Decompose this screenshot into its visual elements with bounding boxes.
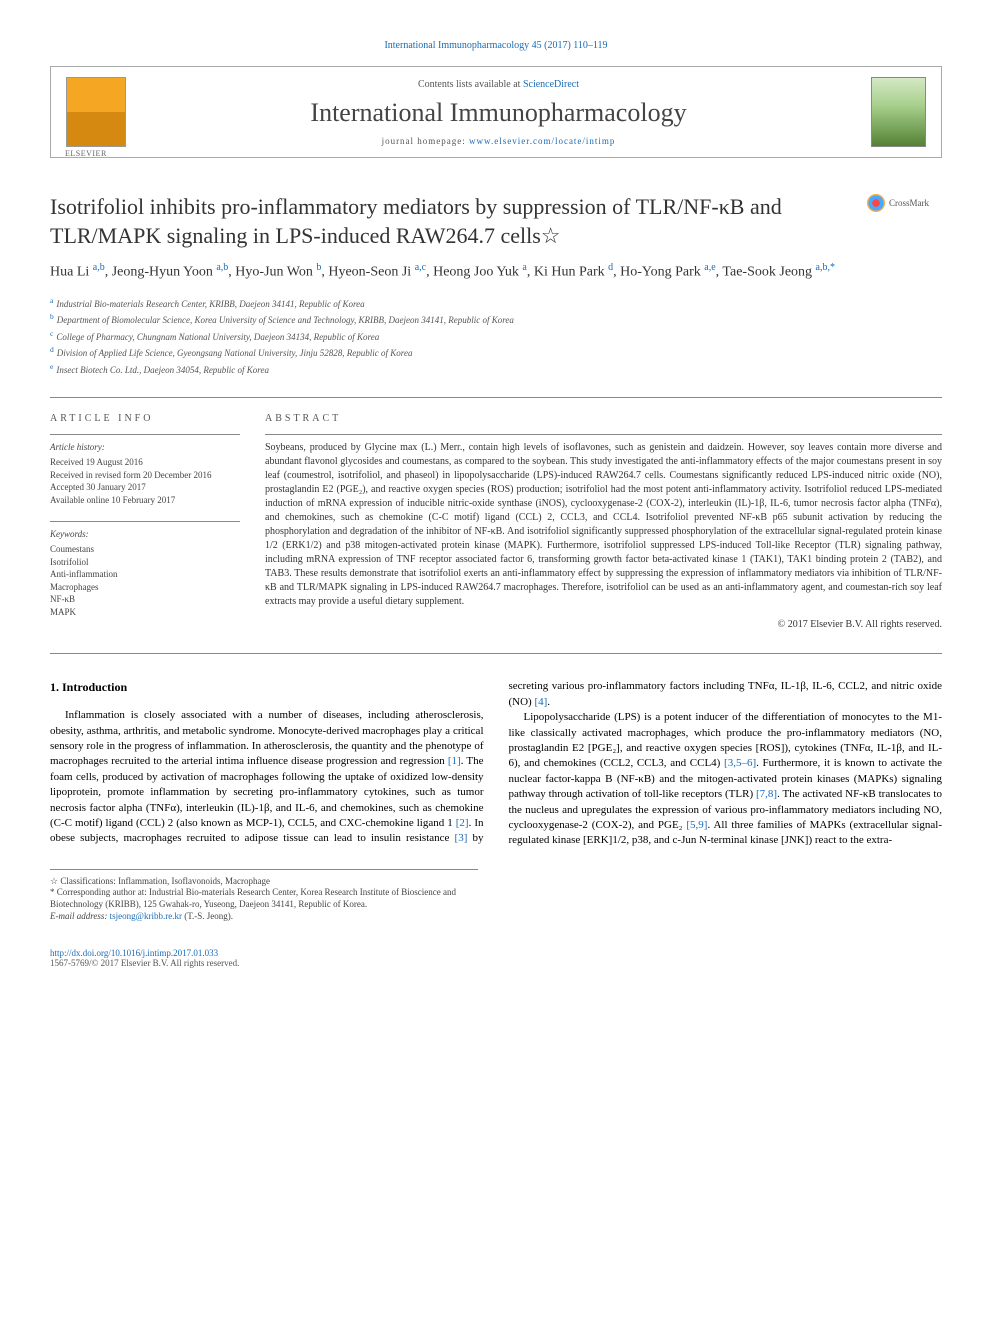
ref-link[interactable]: [1] (448, 755, 461, 767)
homepage-prefix: journal homepage: (382, 136, 469, 146)
keywords-block: Keywords: CoumestansIsotrifoliolAnti-inf… (50, 528, 240, 618)
journal-name: International Immunopharmacology (126, 98, 871, 128)
received-date: Received 19 August 2016 (50, 456, 240, 469)
accepted-date: Accepted 30 January 2017 (50, 481, 240, 494)
corresponding-author: * Corresponding author at: Industrial Bi… (50, 887, 478, 910)
abstract-label: ABSTRACT (265, 413, 942, 424)
footnotes: ☆ Classifications: Inflammation, Isoflav… (50, 869, 478, 923)
article-info-label: ARTICLE INFO (50, 413, 240, 424)
keyword: MAPK (50, 606, 240, 619)
article-history: Article history: Received 19 August 2016… (50, 441, 240, 506)
divider (50, 397, 942, 398)
keyword: Macrophages (50, 581, 240, 594)
keywords-label: Keywords: (50, 528, 240, 541)
abstract-text: Soybeans, produced by Glycine max (L.) M… (265, 441, 942, 609)
history-label: Article history: (50, 441, 240, 454)
ref-link[interactable]: [3,5–6] (724, 757, 756, 769)
contents-prefix: Contents lists available at (418, 79, 523, 90)
authors-list: Hua Li a,b, Jeong-Hyun Yoon a,b, Hyo-Jun… (50, 260, 942, 283)
ref-link[interactable]: [3] (455, 832, 468, 844)
keyword: Coumestans (50, 543, 240, 556)
crossmark-label: CrossMark (889, 198, 929, 208)
journal-citation[interactable]: International Immunopharmacology 45 (201… (50, 40, 942, 51)
body-text: 1. Introduction Inflammation is closely … (50, 679, 942, 848)
crossmark-icon (867, 194, 885, 212)
homepage-line: journal homepage: www.elsevier.com/locat… (126, 136, 871, 146)
abstract-copyright: © 2017 Elsevier B.V. All rights reserved… (265, 619, 942, 630)
ref-link[interactable]: [2] (456, 817, 469, 829)
online-date: Available online 10 February 2017 (50, 494, 240, 507)
email-label: E-mail address: (50, 911, 110, 921)
sciencedirect-link[interactable]: ScienceDirect (523, 79, 579, 90)
elsevier-logo-icon (66, 77, 126, 147)
ref-link[interactable]: [7,8] (756, 788, 777, 800)
page-footer: http://dx.doi.org/10.1016/j.intimp.2017.… (50, 948, 942, 968)
keyword: Isotrifoliol (50, 556, 240, 569)
body-p1a: Inflammation is closely associated with … (50, 709, 484, 767)
email-name: (T.-S. Jeong). (182, 911, 233, 921)
keyword: Anti-inflammation (50, 568, 240, 581)
journal-header: Contents lists available at ScienceDirec… (50, 66, 942, 158)
journal-cover-icon (871, 77, 926, 147)
affiliations-list: aIndustrial Bio-materials Research Cente… (50, 295, 942, 378)
classification-note: ☆ Classifications: Inflammation, Isoflav… (50, 876, 478, 888)
issn-line: 1567-5769/© 2017 Elsevier B.V. All right… (50, 958, 239, 968)
article-title: Isotrifoliol inhibits pro-inflammatory m… (50, 193, 867, 250)
crossmark-badge[interactable]: CrossMark (867, 193, 942, 213)
contents-line: Contents lists available at ScienceDirec… (126, 79, 871, 90)
intro-heading: 1. Introduction (50, 679, 484, 696)
doi-link[interactable]: http://dx.doi.org/10.1016/j.intimp.2017.… (50, 948, 218, 958)
revised-date: Received in revised form 20 December 201… (50, 469, 240, 482)
keyword: NF-κB (50, 593, 240, 606)
ref-link[interactable]: [5,9] (686, 819, 707, 831)
homepage-link[interactable]: www.elsevier.com/locate/intimp (469, 136, 615, 146)
email-link[interactable]: tsjeong@kribb.re.kr (110, 911, 182, 921)
ref-link[interactable]: [4] (534, 696, 547, 708)
